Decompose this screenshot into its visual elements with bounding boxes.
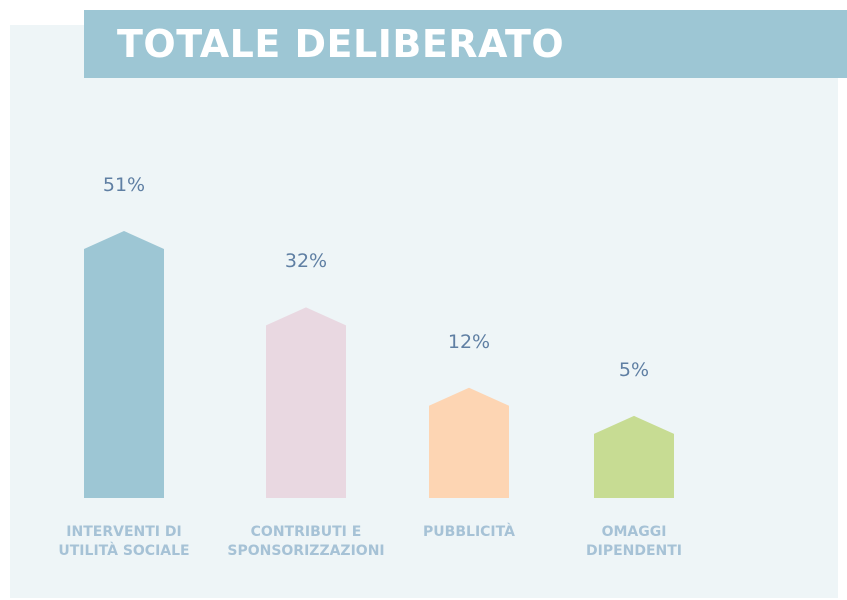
category-label: PUBBLICITÀ <box>423 524 515 540</box>
bar <box>429 387 509 498</box>
value-label: 32% <box>284 250 328 273</box>
chart-title: TOTALE DELIBERATO <box>117 22 565 66</box>
bar <box>266 307 346 498</box>
value-label: 5% <box>618 358 650 381</box>
title-band <box>84 10 847 78</box>
category-label: CONTRIBUTI E SPONSORIZZAZIONI <box>227 524 385 559</box>
bar <box>84 230 164 499</box>
category-label: INTERVENTI DI UTILITÀ SOCIALE <box>58 524 190 559</box>
category-label: OMAGGI DIPENDENTI <box>585 524 683 559</box>
value-label: 12% <box>447 330 491 353</box>
bar <box>594 415 674 498</box>
value-label: 51% <box>102 173 146 196</box>
